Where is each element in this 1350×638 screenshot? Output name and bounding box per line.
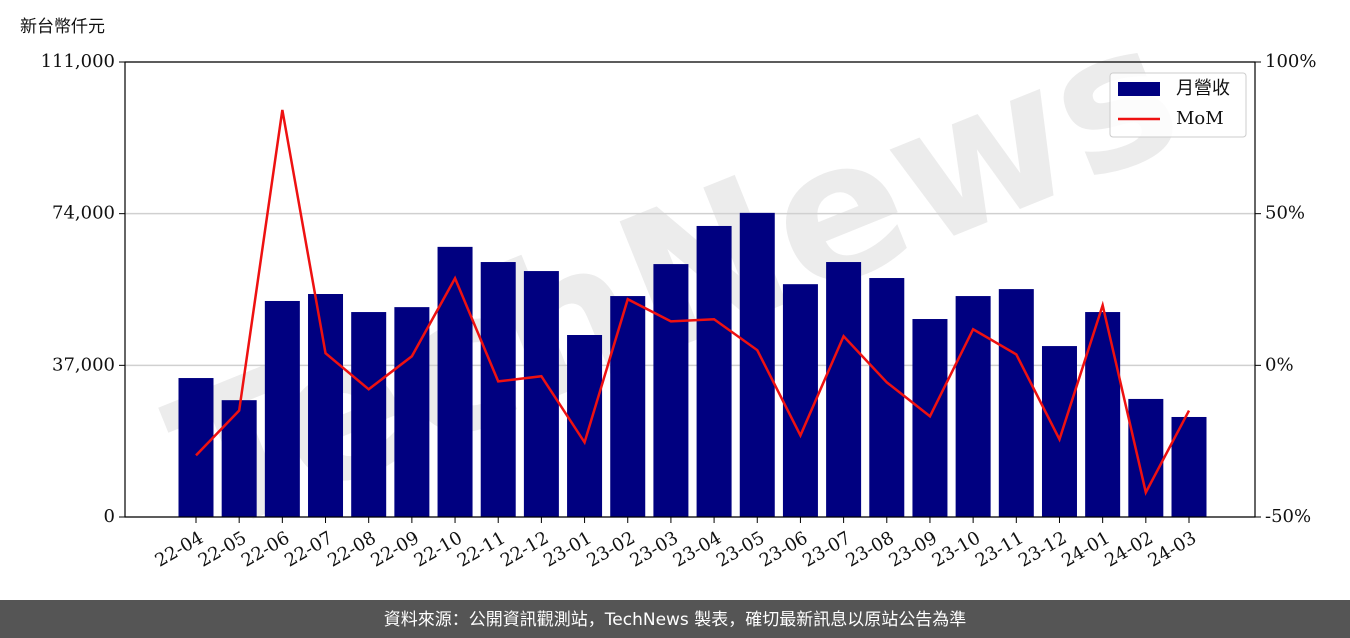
x-tick-label: 22-04 <box>152 527 207 571</box>
y-axis-label: 新台幣仟元 <box>20 17 105 37</box>
plot-frame <box>124 61 1256 518</box>
legend-label: 月營收 <box>1176 78 1230 99</box>
bar <box>1085 312 1121 517</box>
bar <box>351 312 387 517</box>
bar <box>782 284 818 517</box>
y2-tick-label: 0% <box>1265 354 1294 375</box>
x-tick-label: 23-09 <box>886 527 941 571</box>
x-tick-label: 23-06 <box>756 527 811 571</box>
bar <box>610 296 646 517</box>
bar <box>1041 346 1077 517</box>
bar <box>696 225 732 517</box>
x-tick-label: 23-01 <box>540 527 595 571</box>
x-tick-label: 24-01 <box>1058 527 1113 571</box>
x-tick-label: 23-02 <box>583 527 638 571</box>
bar <box>178 378 214 517</box>
x-tick-label: 24-03 <box>1145 527 1200 571</box>
x-tick-label: 23-05 <box>713 527 768 571</box>
bar <box>1128 398 1164 517</box>
y2-tick-label: -50% <box>1265 506 1311 527</box>
x-tick-label: 24-02 <box>1101 527 1156 571</box>
y-tick-label: 74,000 <box>52 203 115 224</box>
bar <box>437 246 473 517</box>
bar <box>308 294 344 517</box>
y2-tick-label: 50% <box>1265 203 1305 224</box>
legend-label: MoM <box>1176 108 1224 129</box>
x-tick-label: 22-11 <box>454 527 509 571</box>
bar <box>826 262 862 517</box>
bar <box>480 262 516 517</box>
y-tick-label: 37,000 <box>52 354 115 375</box>
bar <box>653 264 689 517</box>
x-tick-label: 23-07 <box>799 527 854 571</box>
x-tick-label: 23-08 <box>842 527 897 571</box>
x-tick-label: 22-12 <box>497 527 552 571</box>
y2-tick-label: 100% <box>1265 51 1316 72</box>
x-tick-label: 23-03 <box>626 527 681 571</box>
x-tick-label: 23-10 <box>929 527 984 571</box>
x-tick-label: 23-04 <box>670 527 725 571</box>
footer-bar <box>0 600 1350 638</box>
bar <box>912 319 948 517</box>
y-tick-label: 0 <box>104 506 115 527</box>
bar <box>264 300 300 517</box>
bar <box>998 289 1034 517</box>
line <box>195 109 1191 496</box>
bar <box>869 278 905 517</box>
x-tick-label: 22-09 <box>367 527 422 571</box>
x-tick-label: 23-12 <box>1015 527 1070 571</box>
source-note: 資料來源：公開資訊觀測站，TechNews 製表，確切最新訊息以原站公告為準 <box>384 610 966 630</box>
x-tick-label: 23-11 <box>972 527 1027 571</box>
bar <box>955 296 991 517</box>
bar <box>739 212 775 517</box>
x-tick-label: 22-10 <box>411 527 466 571</box>
bar <box>221 400 257 517</box>
bar <box>567 335 603 517</box>
legend-swatch <box>1118 82 1160 96</box>
y-tick-label: 111,000 <box>41 51 115 72</box>
bar <box>394 307 430 517</box>
